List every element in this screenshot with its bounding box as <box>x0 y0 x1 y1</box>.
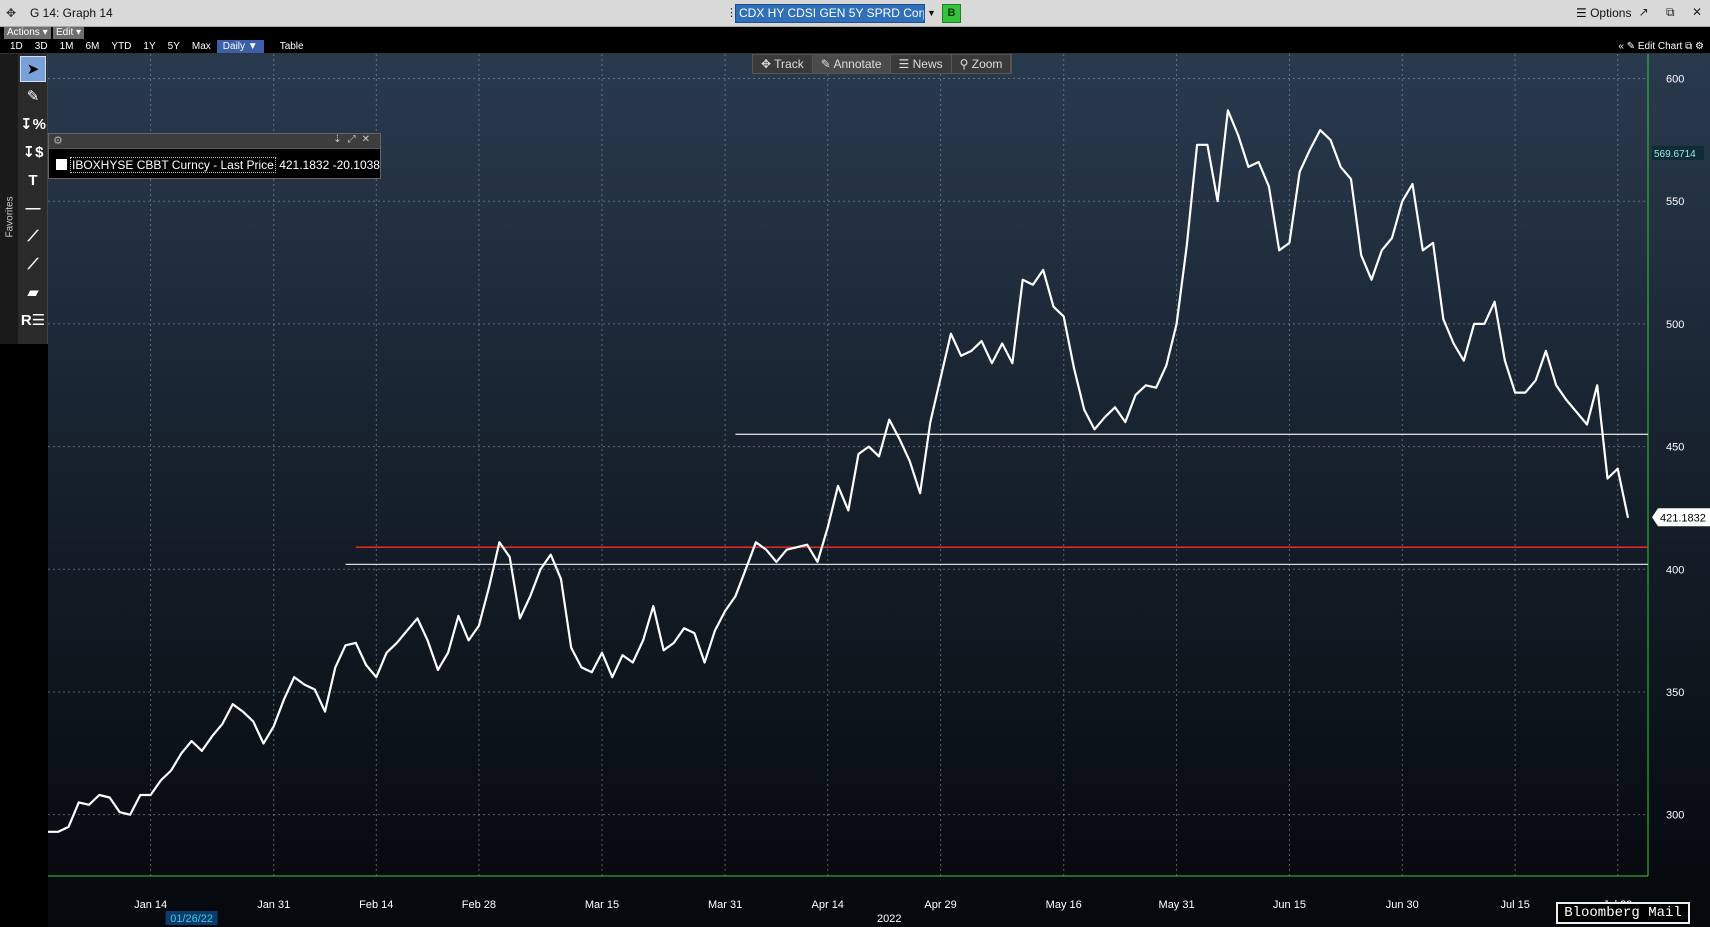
x-tick-label: Feb 28 <box>462 899 496 911</box>
period-selector: 1D 3D 1M 6M YTD 1Y 5Y Max Daily ▼ Table <box>4 40 310 53</box>
hline-icon[interactable]: — <box>25 200 41 217</box>
x-tick-label: Jan 14 <box>134 899 167 911</box>
security-badge[interactable]: B <box>942 4 961 23</box>
x-tick-label: Feb 14 <box>359 899 393 911</box>
x-tick-label: Mar 31 <box>708 899 742 911</box>
x-tick-label: May 16 <box>1046 899 1082 911</box>
period-max[interactable]: Max <box>191 41 211 52</box>
drag-handle-icon[interactable]: ⋮ <box>726 7 737 19</box>
favorites-tab[interactable]: Favorites <box>4 196 16 238</box>
palette-strip: Favorites <box>0 54 18 344</box>
y-tick-label: 300 <box>1666 810 1684 822</box>
x-tick-label: Jan 31 <box>257 899 290 911</box>
bloomberg-mail-button[interactable]: Bloomberg Mail <box>1556 902 1690 924</box>
date-highlight-label: 01/26/22 <box>170 913 213 925</box>
x-tick-label: Jun 15 <box>1273 899 1306 911</box>
chart-tool-bar: ✥ Track ✎ Annotate ☰ News ⚲ Zoom <box>752 54 1013 74</box>
y-tick-label: 600 <box>1666 74 1684 86</box>
date-highlight-bg <box>165 911 218 925</box>
move-icon[interactable]: ✥ <box>6 6 17 20</box>
period-ytd[interactable]: YTD <box>111 41 132 52</box>
channel-icon[interactable]: ▰ <box>27 284 39 301</box>
annotate-label: Annotate <box>833 57 882 71</box>
edit-chart-button[interactable]: « ✎ Edit Chart ⧉ ⚙ <box>1618 41 1704 52</box>
track-button[interactable]: ✥ Track <box>753 55 813 73</box>
trendline-icon[interactable]: ⟋ <box>27 228 39 245</box>
y-tick-label: 400 <box>1666 564 1684 576</box>
period-3d[interactable]: 3D <box>34 41 48 52</box>
regression-icon[interactable]: R☰ <box>20 312 46 329</box>
chart-toolbar: Actions ▾ Edit ▾ 1D 3D 1M 6M YTD 1Y 5Y M… <box>0 27 1710 54</box>
gear-icon[interactable]: ⚙ <box>53 135 63 147</box>
restore-icon[interactable]: ⧉ <box>1666 5 1675 19</box>
alt-value-tag <box>1652 145 1704 160</box>
drawing-palette: Favorites ➤ ✎ ↧% ↧$ T — ⟋ ⟋ ▰ R☰ <box>0 54 48 344</box>
price-series-line <box>48 109 1630 833</box>
x-tick-label: Mar 15 <box>585 899 619 911</box>
actions-menu[interactable]: Actions ▾ <box>4 27 51 39</box>
news-button[interactable]: ☰ News <box>891 55 952 73</box>
legend-box[interactable]: ⚙ ⇣⤢✕ IBOXHYSE CBBT Curncy - Last Price … <box>48 133 381 179</box>
security-input[interactable]: CDX HY CDSI GEN 5Y SPRD Corp <box>735 4 925 23</box>
period-5y[interactable]: 5Y <box>167 41 180 52</box>
annotate-button[interactable]: ✎ Annotate <box>812 55 891 73</box>
cursor-icon[interactable]: ➤ <box>20 56 46 82</box>
chevron-down-icon[interactable]: ▼ <box>927 8 936 18</box>
price-chart[interactable]: 300 350 400 450 500 550 600 Jan 14 Jan 31 Feb 14 F… <box>48 54 1710 927</box>
window-controls: ↗ ⧉ ✕ <box>1625 5 1702 20</box>
edit-chart-label: Edit Chart <box>1637 41 1683 52</box>
zoom-label: Zoom <box>971 57 1003 71</box>
period-1m[interactable]: 1M <box>59 41 74 52</box>
legend-checkbox[interactable] <box>56 159 67 170</box>
y-tick-label: 500 <box>1666 319 1684 331</box>
last-value-label: 421.1832 <box>1660 512 1706 524</box>
track-label: Track <box>774 57 804 71</box>
x-tick-label: May 31 <box>1159 899 1195 911</box>
x-axis-year-label: 2022 <box>877 913 901 925</box>
dollar-icon[interactable]: ↧$ <box>22 144 44 161</box>
x-tick-label: Jul 15 <box>1500 899 1529 911</box>
legend-series-name[interactable]: IBOXHYSE CBBT Curncy - Last Price <box>70 157 276 173</box>
window-title: G 14: Graph 14 <box>30 6 113 20</box>
y-tick-label: 450 <box>1666 442 1684 454</box>
ray-icon[interactable]: ⟋ <box>27 256 39 273</box>
y-tick-label: 550 <box>1666 196 1684 208</box>
close-icon[interactable]: ✕ <box>1691 5 1702 19</box>
last-value-tag <box>1652 508 1710 527</box>
legend-row: IBOXHYSE CBBT Curncy - Last Price 421.18… <box>56 157 380 173</box>
options-label: Options <box>1590 6 1632 20</box>
options-menu[interactable]: ☰ Options <box>1576 6 1632 20</box>
security-text: CDX HY CDSI GEN 5Y SPRD Corp <box>739 6 925 20</box>
popout-icon[interactable]: ↗ <box>1638 5 1649 19</box>
period-6m[interactable]: 6M <box>85 41 100 52</box>
title-bar: ✥ G 14: Graph 14 ⋮ CDX HY CDSI GEN 5Y SP… <box>0 0 1710 27</box>
pen-icon[interactable]: ✎ <box>26 88 40 105</box>
period-1d[interactable]: 1D <box>10 41 23 52</box>
legend-change: -20.1038 <box>332 158 380 172</box>
alt-value-label: 569.6714 <box>1654 149 1696 160</box>
news-label: News <box>912 57 943 71</box>
y-tick-label: 350 <box>1666 687 1684 699</box>
legend-controls[interactable]: ⇣⤢✕ <box>333 134 376 145</box>
frequency-dropdown[interactable]: Daily ▼ <box>216 40 264 53</box>
x-tick-label: Jun 30 <box>1386 899 1419 911</box>
legend-header: ⚙ ⇣⤢✕ <box>49 134 380 149</box>
x-tick-label: Apr 14 <box>812 899 844 911</box>
zoom-button[interactable]: ⚲ Zoom <box>952 55 1012 73</box>
legend-value: 421.1832 <box>279 158 330 172</box>
period-1y[interactable]: 1Y <box>143 41 156 52</box>
x-tick-label: Apr 29 <box>924 899 956 911</box>
text-icon[interactable]: T <box>28 172 38 189</box>
chart-area[interactable]: 300 350 400 450 500 550 600 Jan 14 Jan 31 Feb 14 F… <box>48 54 1710 927</box>
edit-menu[interactable]: Edit ▾ <box>53 27 85 39</box>
percent-icon[interactable]: ↧% <box>20 116 46 133</box>
table-button[interactable]: Table <box>279 41 304 52</box>
